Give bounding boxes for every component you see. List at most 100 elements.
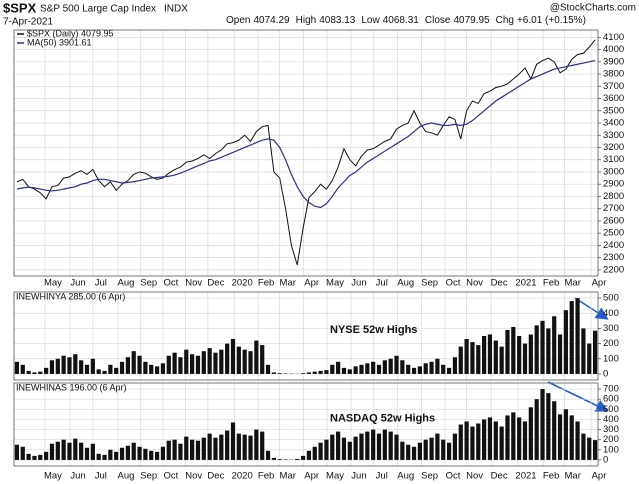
bar — [452, 357, 458, 374]
bar — [236, 346, 241, 374]
bar — [242, 434, 247, 460]
bar — [341, 437, 347, 460]
y-tick-label: 3000 — [603, 166, 624, 177]
bar — [353, 366, 358, 374]
bar — [552, 316, 557, 374]
bar — [592, 440, 598, 460]
bar — [563, 310, 568, 374]
credit: @StockCharts.com — [550, 3, 636, 14]
legend-label: INEWHINYA 285.00 (6 Apr) — [16, 291, 125, 301]
bar — [575, 298, 580, 374]
x-tick-label: Apr — [592, 278, 607, 289]
bar — [487, 334, 493, 374]
bar — [505, 329, 510, 374]
legend-label: $SPX (Daily) 4079.95 — [27, 28, 114, 38]
y-tick-label: 300 — [603, 323, 619, 334]
bar — [154, 366, 160, 374]
bar — [587, 343, 592, 374]
x-tick-label: Dec — [491, 278, 508, 289]
bar — [283, 459, 288, 460]
panel-frame — [13, 29, 599, 277]
bar — [254, 429, 259, 460]
bar — [546, 393, 551, 460]
bar — [528, 334, 533, 374]
bar — [522, 343, 528, 374]
bar — [160, 446, 166, 460]
bar — [394, 434, 399, 460]
annotation: NASDAQ 52w Highs — [330, 412, 435, 424]
bar — [324, 439, 329, 460]
quote-label: Chg — [496, 15, 514, 26]
x-tick-label: Apr — [304, 278, 319, 289]
bar — [149, 364, 154, 374]
bar — [505, 415, 510, 460]
bar — [312, 446, 317, 460]
bar — [67, 442, 72, 460]
bar — [131, 351, 136, 374]
bar — [347, 369, 352, 374]
bar — [219, 434, 224, 460]
y-tick-label: 700 — [603, 384, 619, 395]
bar — [546, 328, 551, 374]
bar — [49, 443, 55, 460]
bar — [114, 367, 119, 374]
x-tick-label: Dec — [207, 471, 224, 482]
bar — [557, 414, 563, 460]
bar — [55, 441, 60, 460]
y-tick-label: 2300 — [603, 252, 624, 263]
x-tick-label: Nov — [185, 278, 202, 289]
bar — [271, 457, 276, 460]
index-name: S&P 500 Large Cap Index — [40, 4, 156, 15]
y-tick-label: 3700 — [603, 81, 624, 92]
bar — [125, 445, 130, 460]
bar — [32, 455, 37, 460]
bar — [452, 433, 458, 460]
bar — [534, 399, 539, 460]
bar — [49, 360, 55, 374]
bar — [195, 440, 201, 460]
bar — [306, 372, 312, 374]
y-tick-label: 3900 — [603, 56, 624, 67]
x-tick-label: Oct — [164, 471, 179, 482]
y-tick-label: 3100 — [603, 154, 624, 165]
price-line — [16, 60, 596, 209]
bar — [207, 348, 212, 374]
bar — [581, 433, 586, 460]
bar — [242, 349, 247, 374]
bar — [96, 453, 101, 460]
bar — [371, 361, 376, 374]
x-tick-label: Oct — [446, 278, 461, 289]
bar — [464, 421, 469, 460]
bar — [108, 364, 113, 374]
quote-label: Low — [361, 15, 380, 26]
bar — [277, 373, 282, 374]
bar — [26, 453, 31, 460]
bar — [84, 364, 90, 374]
y-tick-label: 500 — [603, 293, 619, 304]
bar — [330, 434, 335, 460]
bar — [435, 358, 440, 374]
quote-label: Open — [226, 15, 250, 26]
quote-label: Close — [425, 15, 451, 26]
bar — [143, 448, 148, 460]
bar — [73, 354, 78, 374]
bar — [219, 349, 224, 374]
bar — [184, 436, 189, 460]
bar — [20, 364, 25, 374]
x-tick-label: Feb — [543, 471, 559, 482]
bar — [79, 442, 84, 460]
bar — [511, 412, 516, 460]
x-tick-label: Jun — [351, 278, 366, 289]
bar — [365, 431, 370, 460]
bar — [382, 360, 387, 374]
date: 7-Apr-2021 — [3, 17, 53, 28]
bar — [213, 437, 218, 460]
x-tick-label: Sep — [421, 471, 438, 482]
x-tick-label: 2020 — [232, 471, 253, 482]
bar — [149, 450, 154, 460]
x-tick-label: Oct — [446, 471, 461, 482]
x-tick-label: Feb — [258, 278, 274, 289]
bar — [388, 431, 393, 460]
bar — [230, 422, 236, 460]
